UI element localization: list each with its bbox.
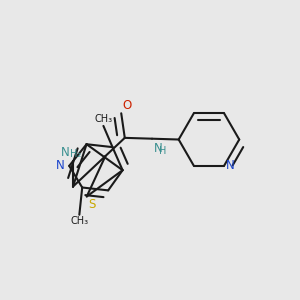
Text: S: S	[88, 198, 96, 211]
Text: N: N	[61, 146, 70, 159]
Text: N: N	[226, 159, 234, 172]
Text: CH₃: CH₃	[70, 216, 88, 226]
Text: O: O	[123, 99, 132, 112]
Text: N: N	[56, 159, 65, 172]
Text: H₂: H₂	[70, 149, 81, 159]
Text: N: N	[154, 142, 162, 154]
Text: CH₃: CH₃	[94, 115, 112, 124]
Text: H: H	[159, 146, 167, 156]
